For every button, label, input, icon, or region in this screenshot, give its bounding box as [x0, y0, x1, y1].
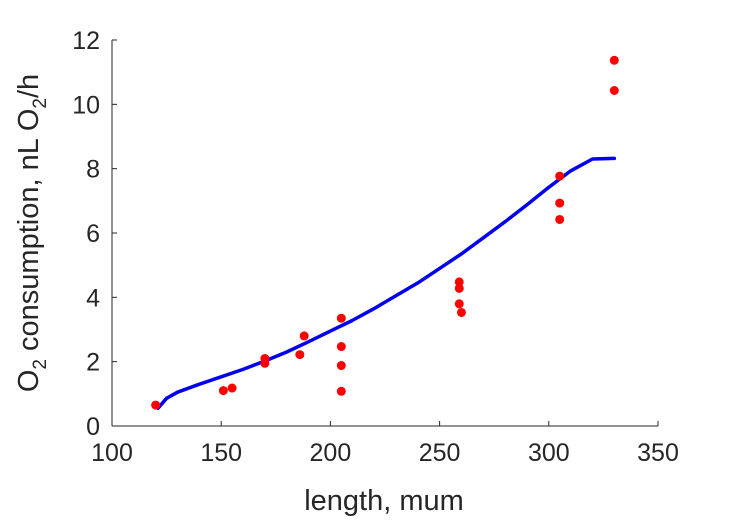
data-point	[609, 86, 619, 96]
y-tick-label: 8	[86, 156, 100, 184]
data-point	[299, 331, 309, 341]
y-axis-title-sub-2: 2	[30, 98, 51, 109]
data-point	[336, 361, 346, 371]
data-point	[227, 383, 237, 393]
y-axis-title-suffix: /h	[13, 74, 45, 98]
y-axis-title-prefix: O	[13, 370, 45, 393]
y-axis-title: O2 consumption, nL O2/h	[13, 74, 51, 392]
fit-curve	[156, 156, 617, 411]
x-tick-label: 200	[310, 439, 352, 467]
y-axis-title-middle: consumption, nL O	[13, 109, 45, 359]
y-tick-label: 4	[86, 284, 100, 312]
plot-area	[151, 55, 619, 411]
data-point	[151, 400, 161, 410]
y-tick-label: 10	[72, 91, 100, 119]
y-tick-label: 6	[86, 220, 100, 248]
x-tick-label: 100	[91, 439, 133, 467]
x-tick-label: 150	[200, 439, 242, 467]
data-point	[609, 55, 619, 65]
data-point	[336, 313, 346, 323]
data-point	[456, 307, 466, 317]
x-tick-label: 250	[419, 439, 461, 467]
axes: 100 150 200 250 300 350 0 2 4 6 8 10 12	[72, 27, 679, 467]
y-tick-label: 2	[86, 349, 100, 377]
data-point	[336, 342, 346, 352]
data-point	[336, 386, 346, 396]
data-point	[555, 198, 565, 208]
data-point	[555, 214, 565, 224]
data-point	[295, 350, 305, 360]
data-point	[555, 171, 565, 181]
x-tick-label: 300	[528, 439, 570, 467]
data-point	[454, 283, 464, 293]
data-point	[260, 358, 270, 368]
data-point	[454, 299, 464, 309]
y-tick-label: 12	[72, 27, 100, 55]
x-tick-label: 350	[637, 439, 679, 467]
y-axis-title-sub-1: 2	[30, 359, 51, 370]
data-point	[454, 277, 464, 287]
data-point	[218, 386, 228, 396]
y-tick-label: 0	[86, 413, 100, 441]
x-axis-title: length, mum	[304, 485, 464, 517]
